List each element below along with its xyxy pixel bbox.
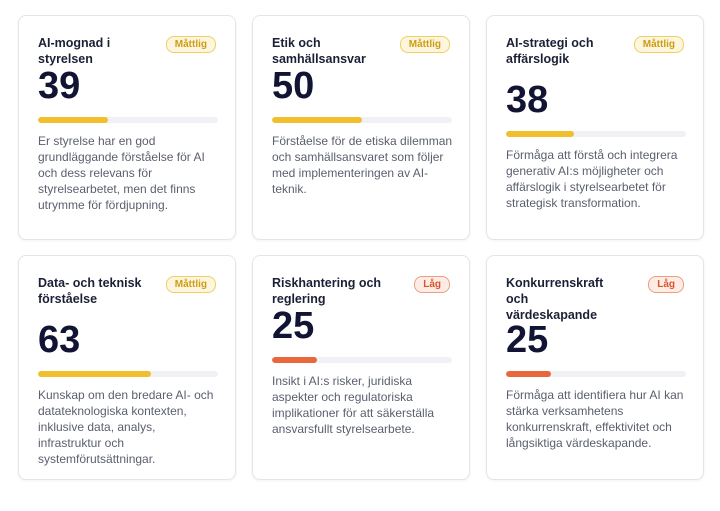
score-progress-fill [38,117,109,123]
card-title: Data- och teknisk förståelse [38,276,142,306]
score-progress-fill [38,371,152,377]
card-title: AI-mognad i styrelsen [38,36,111,66]
score-progress-fill [272,357,317,363]
card-description: Er styrelse har en god grundläggande för… [38,134,205,212]
level-badge: Låg [648,276,684,293]
card-title: Etik och samhällsansvar [272,36,366,66]
score-progress-fill [506,131,575,137]
card-title: Riskhantering och reglering [272,276,382,306]
level-badge: Måttlig [165,276,216,293]
score-progress-bar [38,371,218,377]
score-progress-bar [272,117,452,123]
category-card-risk-regulation: Riskhantering och reglering Låg 25 Insik… [252,255,470,480]
level-badge: Låg [414,276,450,293]
category-card-ethics: Etik och samhällsansvar Måttlig 50 Först… [252,15,470,240]
card-description: Förmåga att förstå och integrera generat… [506,148,678,210]
category-card-competitiveness: Konkurrenskraft och värdeskapande Låg 25… [486,255,704,480]
score-progress-bar [272,357,452,363]
card-description: Förmåga att identifiera hur AI kan stärk… [506,388,684,450]
score-progress-bar [506,371,686,377]
score-progress-fill [506,371,551,377]
level-badge: Måttlig [165,36,216,53]
category-card-ai-strategy: AI-strategi och affärslogik Måttlig 38 F… [486,15,704,240]
card-title: Konkurrenskraft och värdeskapande [506,276,604,322]
score-value: 38 [506,79,549,121]
score-progress-bar [506,131,686,137]
score-value: 39 [38,65,81,107]
score-value: 25 [506,319,549,361]
score-value: 25 [272,305,315,347]
score-progress-bar [38,117,218,123]
card-description: Kunskap om den bredare AI- och datatekno… [38,388,214,466]
level-badge: Måttlig [399,36,450,53]
score-value: 50 [272,65,315,107]
score-progress-fill [272,117,362,123]
score-value: 63 [38,319,81,361]
card-description: Förståelse för de etiska dilemman och sa… [272,134,453,196]
category-card-data-tech: Data- och teknisk förståelse Måttlig 63 … [18,255,236,480]
level-badge: Måttlig [633,36,684,53]
card-description: Insikt i AI:s risker, juridiska aspekter… [272,374,435,436]
category-card-ai-maturity: AI-mognad i styrelsen Måttlig 39 Er styr… [18,15,236,240]
card-title: AI-strategi och affärslogik [506,36,594,66]
